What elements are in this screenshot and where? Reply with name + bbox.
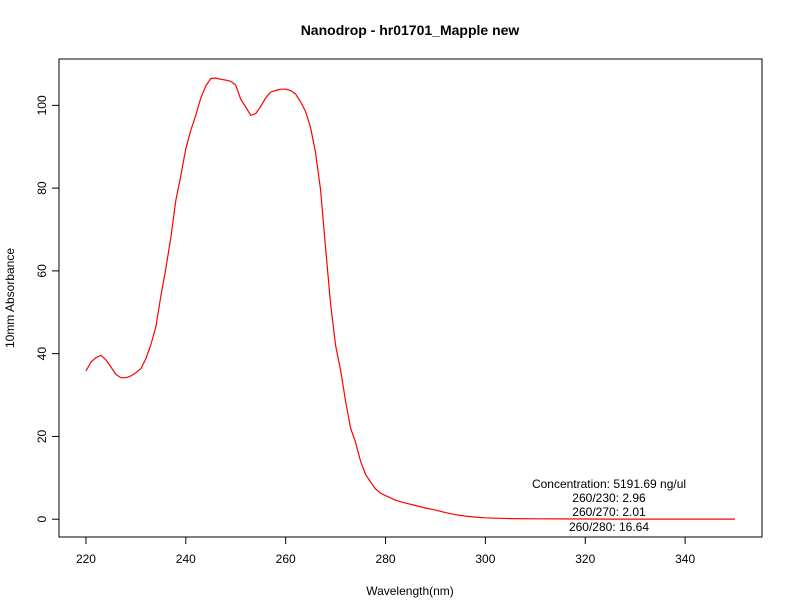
annotation-ratio-260-230: 260/230: 2.96: [572, 491, 646, 505]
x-axis: 220 240 260 280 300 320 340: [76, 536, 695, 566]
plot-frame: [58, 58, 763, 538]
x-tick-label: 260: [276, 552, 296, 566]
annotation-ratio-260-270: 260/270: 2.01: [572, 505, 646, 519]
y-tick-label: 80: [35, 181, 49, 195]
y-tick-label: 20: [35, 429, 49, 443]
x-tick-label: 320: [575, 552, 595, 566]
absorbance-series-line: [85, 77, 735, 520]
x-tick-label: 240: [176, 552, 196, 566]
annotation-concentration: Concentration: 5191.69 ng/ul: [532, 477, 686, 491]
x-tick-label: 300: [475, 552, 495, 566]
chart-title: Nanodrop - hr01701_Mapple new: [301, 22, 520, 38]
x-axis-label: Wavelength(nm): [366, 584, 454, 598]
y-tick-label: 100: [35, 95, 49, 115]
y-axis-label: 10mm Absorbance: [3, 248, 17, 348]
x-tick-label: 280: [376, 552, 396, 566]
x-tick-label: 220: [76, 552, 96, 566]
annotation-ratio-260-280: 260/280: 16.64: [569, 520, 649, 534]
y-tick-label: 60: [35, 264, 49, 278]
x-tick-label: 340: [675, 552, 695, 566]
y-axis: 0 20 40 60 80 100: [35, 95, 60, 523]
y-tick-label: 40: [35, 347, 49, 361]
y-tick-label: 0: [35, 516, 49, 523]
